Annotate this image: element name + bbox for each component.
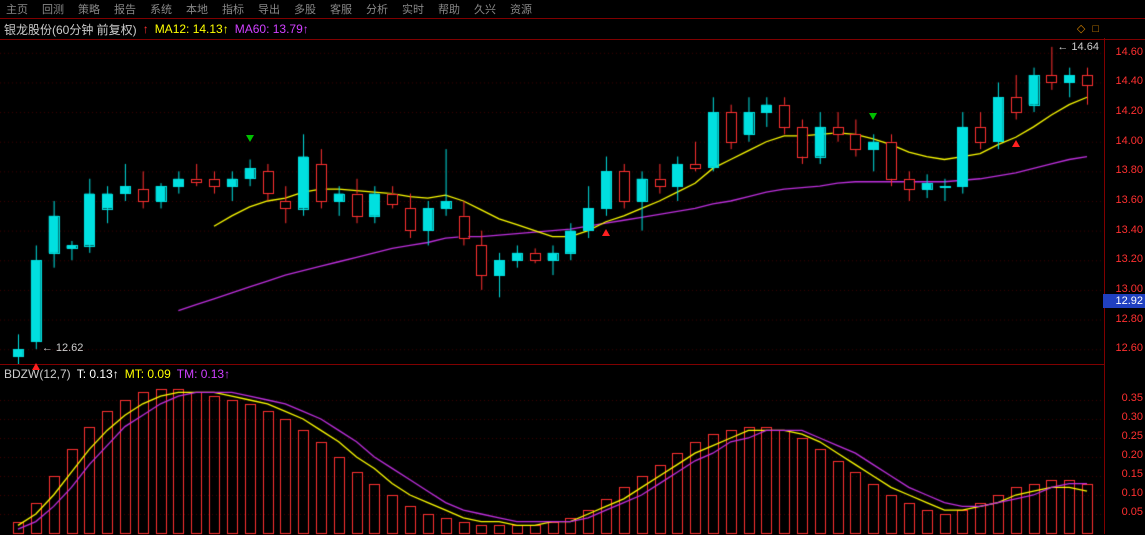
menu-item[interactable]: 多股 (294, 1, 316, 17)
menu-item[interactable]: 帮助 (438, 1, 460, 17)
axis-label: 0.10 (1107, 487, 1143, 499)
price-header: 银龙股份(60分钟 前复权) ↑ MA12: 14.13↑ MA60: 13.7… (0, 19, 1145, 40)
menu-item[interactable]: 资源 (510, 1, 532, 17)
arrow-down-icon (869, 113, 877, 120)
axis-label: 13.20 (1107, 253, 1143, 265)
menu-item[interactable]: 系统 (150, 1, 172, 17)
chart-app: 主页回测策略报告系统本地指标导出多股客服分析实时帮助久兴资源 银龙股份(60分钟… (0, 0, 1145, 535)
axis-label: 14.60 (1107, 46, 1143, 58)
indicator-canvas (0, 365, 1105, 535)
menu-item[interactable]: 分析 (366, 1, 388, 17)
menu-item[interactable]: 实时 (402, 1, 424, 17)
price-panel[interactable]: ← 12.62 ← 14.64 (0, 38, 1105, 364)
axis-label: 0.25 (1107, 430, 1143, 442)
indicator-mt: MT: 0.09 (125, 367, 171, 381)
menu-item[interactable]: 回测 (42, 1, 64, 17)
axis-label: 0.15 (1107, 468, 1143, 480)
indicator-panel[interactable]: BDZW(12,7) T: 0.13↑ MT: 0.09 TM: 0.13↑ (0, 364, 1105, 535)
price-annotation: ← 12.62 (42, 342, 84, 354)
arrow-up-icon (32, 363, 40, 370)
price-canvas (0, 38, 1105, 364)
menu-item[interactable]: 导出 (258, 1, 280, 17)
axis-label: 0.30 (1107, 411, 1143, 423)
axis-label: 13.60 (1107, 194, 1143, 206)
menu-item[interactable]: 指标 (222, 1, 244, 17)
arrow-down-icon (246, 135, 254, 142)
arrow-up-icon (602, 229, 610, 236)
corner-icons[interactable]: ◇ □ (1077, 22, 1101, 35)
price-annotation: ← 14.64 (1057, 41, 1099, 53)
axis-label: 0.35 (1107, 392, 1143, 404)
axis-label: 14.20 (1107, 105, 1143, 117)
menu-item[interactable]: 本地 (186, 1, 208, 17)
trend-arrow-icon: ↑ (143, 22, 149, 36)
stock-name: 银龙股份(60分钟 前复权) (4, 21, 137, 38)
menu-item[interactable]: 客服 (330, 1, 352, 17)
axis-label: 0.05 (1107, 506, 1143, 518)
axis-label: 12.80 (1107, 313, 1143, 325)
axis-label: 13.80 (1107, 164, 1143, 176)
menu-item[interactable]: 策略 (78, 1, 100, 17)
menu-item[interactable]: 主页 (6, 1, 28, 17)
indicator-tm: TM: 0.13↑ (177, 367, 230, 381)
menu-item[interactable]: 久兴 (474, 1, 496, 17)
y-axis: 12.6012.8013.0013.2013.4013.6013.8014.00… (1104, 38, 1145, 534)
ma60-label: MA60: 13.79↑ (235, 22, 309, 36)
axis-label: 13.40 (1107, 224, 1143, 236)
axis-label: 12.60 (1107, 342, 1143, 354)
menubar: 主页回测策略报告系统本地指标导出多股客服分析实时帮助久兴资源 (0, 0, 1145, 19)
axis-label: 14.00 (1107, 135, 1143, 147)
arrow-up-icon (1012, 140, 1020, 147)
axis-label: 14.40 (1107, 75, 1143, 87)
menu-item[interactable]: 报告 (114, 1, 136, 17)
last-price-marker: 12.92 (1103, 294, 1145, 308)
ma12-label: MA12: 14.13↑ (155, 22, 229, 36)
axis-label: 0.20 (1107, 449, 1143, 461)
indicator-t: T: 0.13↑ (77, 367, 119, 381)
